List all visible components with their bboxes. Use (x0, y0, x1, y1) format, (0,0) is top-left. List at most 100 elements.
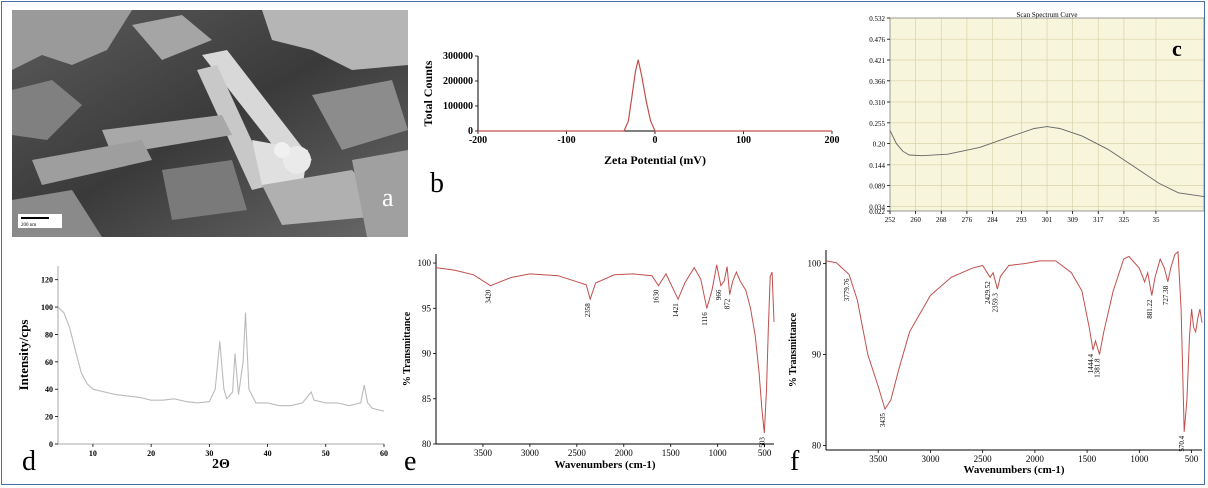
y-tick-label: 0.310 (869, 99, 885, 107)
series-line (57, 306, 385, 412)
peak-label: 2359.3 (991, 293, 999, 313)
x-tick-label: 309 (1067, 216, 1078, 224)
y-tick-label: 20 (45, 413, 53, 422)
x-tick-label: -100 (557, 135, 575, 146)
peak-label: 727.38 (1162, 285, 1170, 305)
panel-label-c: c (1172, 36, 1182, 61)
x-tick-label: -200 (469, 135, 487, 146)
x-tick-label: 100 (736, 135, 751, 146)
chart-c-svg: 252 260 268 276 284 293 301 309 317 325 350.0220.0… (869, 11, 1204, 224)
series-line (825, 250, 1203, 432)
y-tick-label: 0.034 (869, 203, 885, 211)
x-tick-label: 2000 (1026, 454, 1045, 464)
chart-f-svg: 3500 3000 2500 2000 1500 1000 500 80 90 100 3779.7… (788, 250, 1203, 476)
x-tick-label: 3500 (869, 454, 888, 464)
x-tick-label: 10 (89, 449, 97, 458)
x-tick-label: 200 (825, 135, 840, 146)
panel-label-d: d (22, 446, 36, 477)
chart-title: Scan Spectrum Curve (1016, 11, 1077, 19)
scale-bar (21, 217, 49, 219)
peak-label: 872 (724, 298, 732, 309)
x-tick-label: 301 (1042, 216, 1053, 224)
y-tick-label: 40 (45, 385, 53, 394)
y-tick-label: 0.255 (869, 120, 885, 128)
y-tick-label: 0 (49, 440, 53, 449)
x-tick-label: 35 (1152, 216, 1160, 224)
x-tick-label: 293 (1016, 216, 1027, 224)
x-tick-label: 3000 (521, 448, 540, 458)
sem-micrograph: 200 nm a (12, 10, 408, 237)
y-tick-label: 0.144 (869, 162, 885, 170)
peak-label: 3420 (484, 289, 492, 304)
y-tick-label: 60 (45, 358, 53, 367)
y-tick-label: 80 (422, 439, 432, 449)
x-tick-label: 3500 (474, 448, 493, 458)
x-tick-label: 20 (147, 449, 155, 458)
y-tick-label: 0.022 (869, 208, 885, 216)
y-tick-label: 100 (808, 259, 822, 269)
y-axis-label: Intensity/cps (16, 320, 31, 391)
y-axis-label: % Transmittance (402, 311, 413, 386)
y-tick-label: 200000 (443, 76, 473, 87)
x-tick-label: 2000 (615, 448, 634, 458)
chart-d-svg: 10 20 30 40 50 60 0 20 40 60 80 100 120 2Θ Intensity/c… (16, 266, 388, 468)
panel-c-uv-chart: 252 260 268 276 284 293 301 309 317 325 35 0.022 0.0… (848, 10, 1204, 227)
x-tick-label: 268 (936, 216, 947, 224)
series-line (435, 264, 775, 434)
y-tick-label: 85 (422, 394, 432, 404)
panel-label-b: b (430, 168, 444, 199)
x-tick-label: 1000 (1130, 454, 1149, 464)
y-tick-label: 0.476 (869, 36, 885, 44)
y-tick-label: 0.366 (869, 78, 885, 86)
peak-label: 1444.4 (1087, 354, 1095, 374)
y-tick-label: 100 (41, 303, 53, 312)
chart-b-svg: -200 -100 0 100 200 0 100000 200000 300000 Zeta P… (421, 51, 840, 167)
x-tick-label: 40 (264, 449, 272, 458)
y-axis-label: Total Counts (421, 60, 435, 126)
x-tick-label: 30 (205, 449, 213, 458)
peak-label: 570.4 (1178, 435, 1186, 451)
y-tick-label: 0.20 (873, 141, 886, 149)
y-axis-label: % Transmittance (788, 312, 799, 387)
peak-label: 2358 (584, 303, 592, 318)
series-line (478, 59, 832, 132)
y-tick-label: 90 (422, 349, 432, 359)
peak-label: 3435 (879, 413, 887, 428)
x-tick-label: 2500 (974, 454, 993, 464)
peak-label: 966 (715, 289, 723, 300)
x-axis-label: Wavenumbers (cm-1) (963, 464, 1064, 476)
x-tick-label: 2500 (568, 448, 587, 458)
panel-e-ftir-chart: 3500 3000 2500 2000 1500 1000 500 80 85 90 95 100 34… (396, 244, 780, 476)
x-tick-label: 3000 (921, 454, 940, 464)
x-tick-label: 325 (1119, 216, 1130, 224)
x-tick-label: 317 (1093, 216, 1104, 224)
peak-label: 503 (758, 437, 766, 448)
y-tick-label: 0.532 (869, 15, 885, 23)
y-tick-label: 0.089 (869, 183, 885, 191)
y-tick-label: 80 (45, 330, 53, 339)
panel-a-sem-image: 200 nm a (12, 10, 408, 237)
x-tick-label: 1500 (662, 448, 681, 458)
y-tick-label: 0 (468, 126, 473, 137)
x-tick-label: 252 (885, 216, 896, 224)
panel-label-a: a (382, 183, 394, 212)
y-tick-label: 90 (812, 350, 822, 360)
panel-f-ftir-chart: 3500 3000 2500 2000 1500 1000 500 80 90 100 3779.7… (782, 240, 1206, 476)
chart-e-svg: 3500 3000 2500 2000 1500 1000 500 80 85 90 95 100 34… (402, 254, 775, 471)
peak-label: 1421 (672, 303, 680, 318)
peak-label: 1630 (653, 289, 661, 304)
x-axis-label: Zeta Potential (mV) (604, 153, 706, 167)
x-tick-label: 0 (653, 135, 658, 146)
x-tick-label: 60 (380, 449, 388, 458)
panel-d-xrd-chart: 10 20 30 40 50 60 0 20 40 60 80 100 120 2Θ Intensity/c… (12, 248, 392, 468)
x-axis-label: 2Θ (212, 457, 230, 468)
y-tick-label: 100000 (443, 101, 473, 112)
x-tick-label: 276 (962, 216, 973, 224)
peak-label: 1116 (701, 312, 709, 326)
y-tick-label: 95 (422, 303, 432, 313)
x-tick-label: 260 (910, 216, 921, 224)
x-tick-label: 500 (1185, 454, 1199, 464)
y-tick-label: 300000 (443, 51, 473, 62)
peak-label: 1381.8 (1094, 358, 1102, 378)
x-tick-label: 284 (987, 216, 998, 224)
